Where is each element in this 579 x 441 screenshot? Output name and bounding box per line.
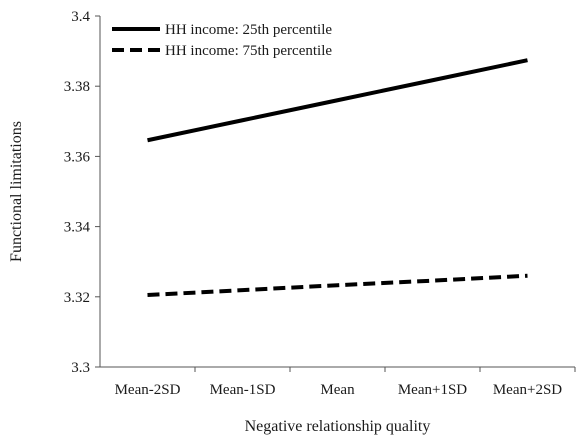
series-line-2 — [147, 273, 528, 298]
legend-label: HH income: 75th percentile — [165, 43, 332, 59]
y-axis-label: Functional limitations — [8, 121, 25, 262]
y-tick-label: 3.32 — [64, 290, 90, 306]
y-tick-label: 3.36 — [64, 149, 91, 165]
x-axis-label: Negative relationship quality — [245, 418, 431, 435]
y-tick-label: 3.4 — [71, 9, 90, 25]
x-axis-ticks: Mean-2SD Mean-1SD Mean Mean+1SD Mean+2SD — [115, 367, 576, 398]
x-tick-label: Mean — [320, 382, 355, 398]
x-tick-label: Mean-2SD — [115, 382, 181, 398]
x-tick-label: Mean+2SD — [493, 382, 562, 398]
series-layer — [147, 58, 528, 298]
x-tick-label: Mean-1SD — [210, 382, 276, 398]
y-tick-label: 3.3 — [71, 360, 90, 376]
y-tick-label: 3.38 — [64, 79, 90, 95]
x-tick-label: Mean+1SD — [398, 382, 467, 398]
legend-label: HH income: 25th percentile — [165, 22, 332, 38]
y-axis-ticks: 3.3 3.32 3.34 3.36 3.38 3.4 — [64, 9, 100, 376]
plot-frame — [99, 16, 575, 368]
legend: HH income: 25th percentile HH income: 75t… — [112, 22, 332, 59]
series-line-1 — [147, 58, 528, 143]
y-tick-label: 3.34 — [64, 220, 91, 236]
